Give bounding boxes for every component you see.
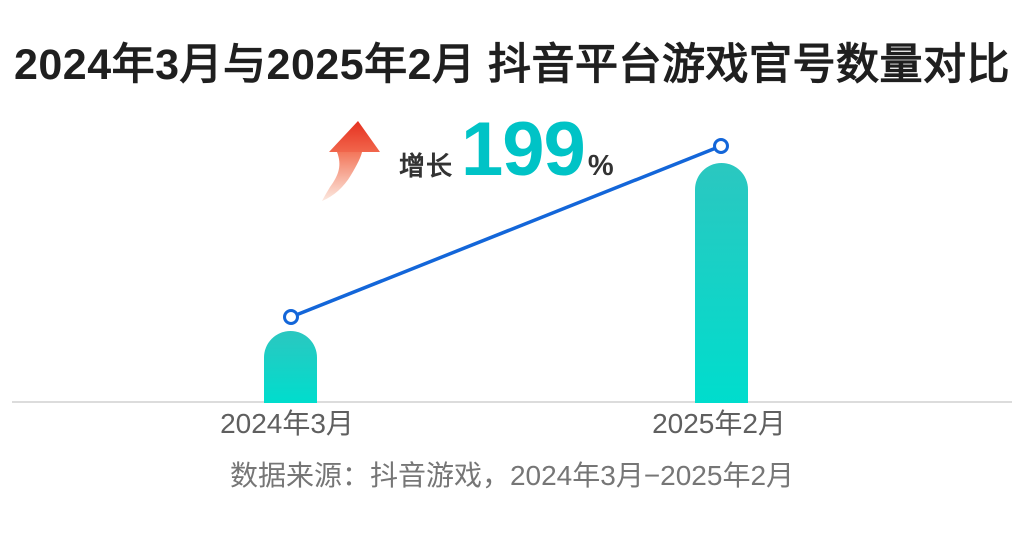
growth-annotation: 增长 199% — [399, 112, 614, 188]
trend-marker-2024-03 — [283, 309, 299, 325]
bar-2025-02 — [695, 163, 748, 403]
x-label-2025-02: 2025年2月 — [652, 408, 786, 439]
page-title: 2024年3月与2025年2月 抖音平台游戏官号数量对比 — [13, 41, 1011, 89]
bar-2024-03 — [264, 331, 317, 403]
growth-up-arrow-icon — [322, 121, 380, 201]
x-axis-line — [12, 401, 1012, 403]
growth-unit: % — [587, 150, 614, 182]
growth-value: 199 — [461, 107, 586, 192]
growth-label: 增长 — [399, 151, 454, 181]
x-label-2024-03: 2024年3月 — [220, 408, 354, 439]
trend-marker-2025-02 — [713, 138, 729, 154]
source-note: 数据来源：抖音游戏，2024年3月−2025年2月 — [229, 460, 795, 491]
